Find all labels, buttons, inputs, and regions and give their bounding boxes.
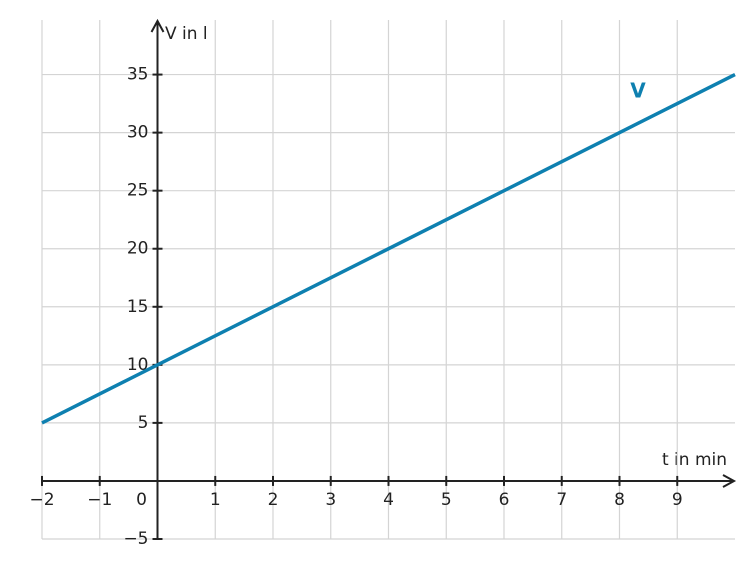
x-axis-label: t in min [662, 450, 727, 470]
x-axis-arrow [722, 474, 737, 488]
y-axis-label: V in l [165, 24, 208, 44]
y-axis-arrow [150, 18, 165, 33]
y-tick-label: 25 [127, 181, 149, 201]
x-tick-label: 1 [210, 490, 221, 510]
x-tick-label: 9 [672, 490, 683, 510]
y-tick-label: 35 [127, 65, 149, 85]
y-tick-label: 20 [127, 239, 149, 259]
x-tick-label: 0 [136, 490, 147, 510]
series-label: V [630, 79, 646, 103]
x-tick-label: 5 [441, 490, 452, 510]
x-tick-label: 7 [556, 490, 567, 510]
y-tick-label: 15 [127, 297, 149, 317]
data-line [41, 73, 736, 425]
x-tick-label: −1 [87, 490, 112, 510]
y-tick-label: 5 [138, 413, 149, 433]
x-tick-label: −2 [29, 490, 54, 510]
y-tick-label: 30 [127, 123, 149, 143]
x-tick-label: 3 [325, 490, 336, 510]
x-tick-label: 8 [614, 490, 625, 510]
y-tick-label: 10 [127, 355, 149, 375]
y-tick-label: −5 [123, 529, 148, 549]
x-tick-label: 4 [383, 490, 394, 510]
x-tick-label: 6 [499, 490, 510, 510]
x-tick-label: 2 [268, 490, 279, 510]
